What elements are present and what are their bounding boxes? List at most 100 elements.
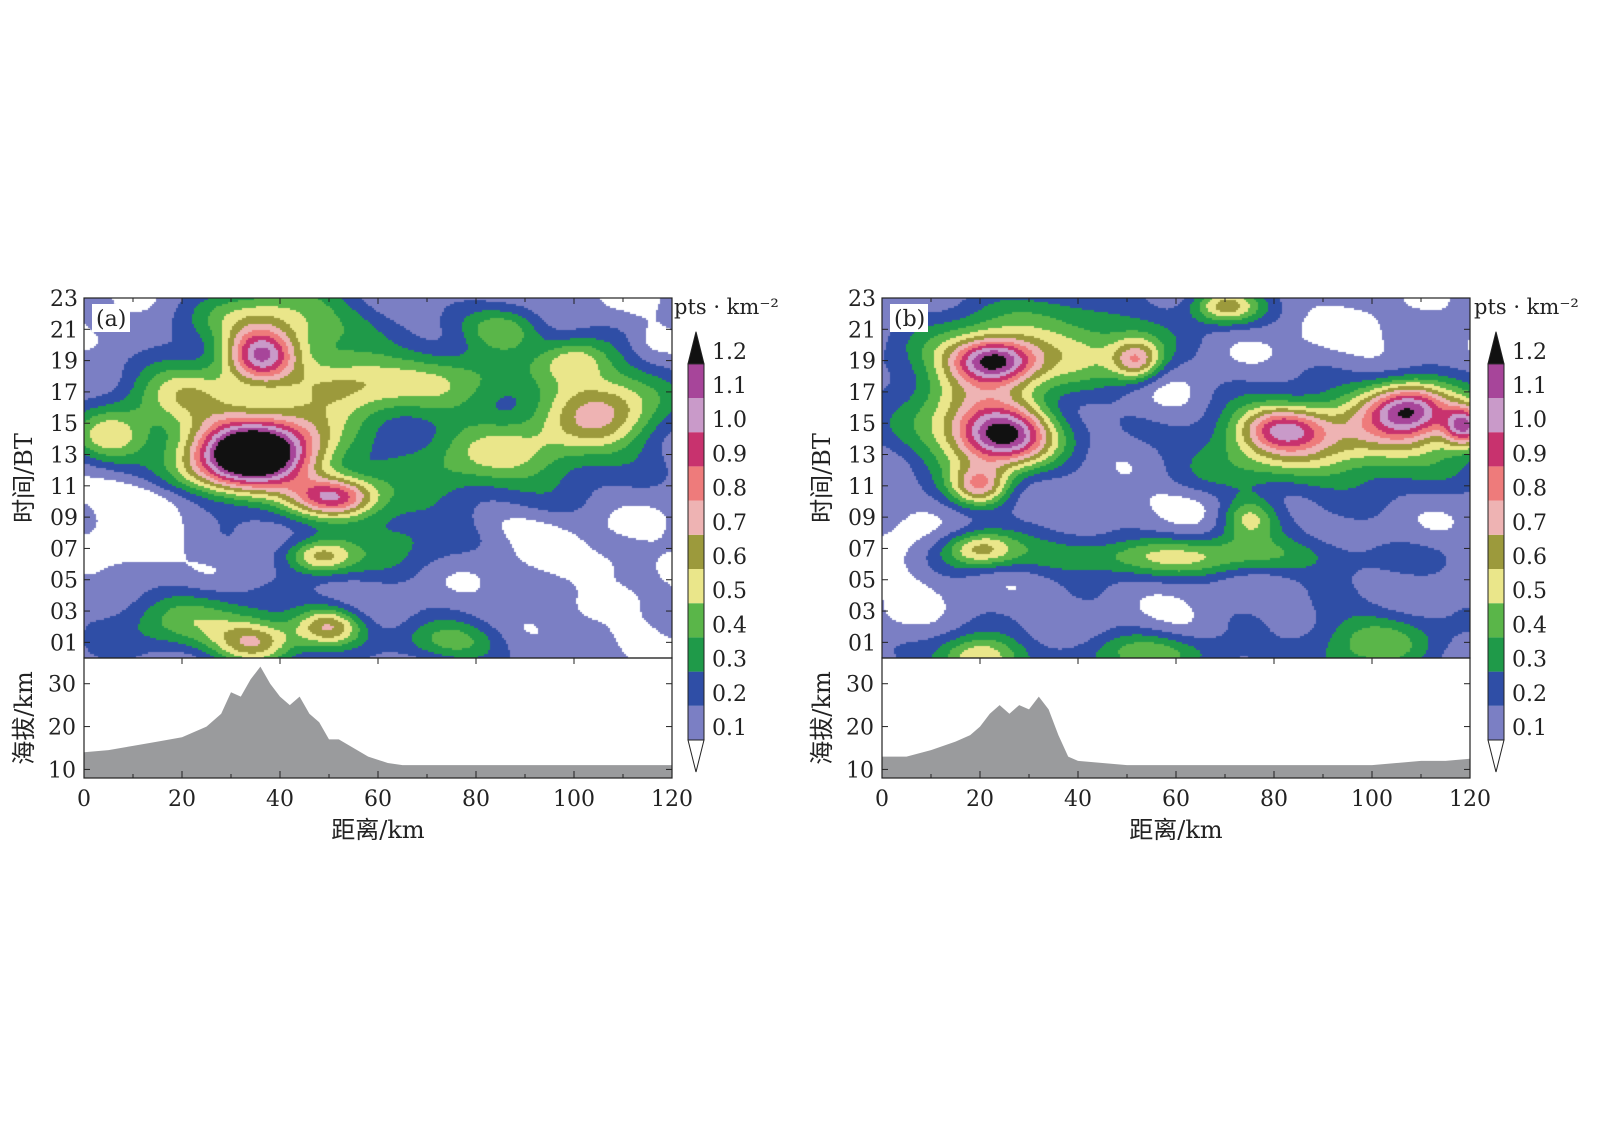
x-tick-label: 20 <box>168 787 196 812</box>
colorbar-label: 0.4 <box>712 613 747 638</box>
panel-label-box <box>92 304 130 332</box>
panel-b: (b) 01 03 05 07 09 11 13 15 17 19 21 23 时间/BT 10 20 30 海拔… <box>808 287 1579 844</box>
colorbar-label: 0.6 <box>712 545 747 570</box>
colorbar-label: 0.1 <box>712 716 747 741</box>
colorbar-segment <box>688 569 704 604</box>
time-tick-label: 23 <box>50 287 78 312</box>
colorbar-label: 0.9 <box>712 442 747 467</box>
elevation-axis-label: 海拔/km <box>808 671 836 765</box>
x-tick-label: 100 <box>553 787 595 812</box>
x-tick-label: 80 <box>1260 787 1288 812</box>
colorbar-unit: pts · km⁻² <box>674 295 779 319</box>
x-tick-label: 20 <box>966 787 994 812</box>
colorbar-segment <box>1488 637 1504 672</box>
x-tick-label: 60 <box>364 787 392 812</box>
elev-tick-label: 20 <box>846 716 874 741</box>
colorbar-label: 0.6 <box>1512 545 1547 570</box>
colorbar-high-extension <box>687 331 705 365</box>
colorbar-label: 0.5 <box>712 579 747 604</box>
time-tick-label: 17 <box>50 381 78 406</box>
time-tick-label: 05 <box>848 569 876 594</box>
colorbar-segment <box>1488 569 1504 604</box>
panel-a: (a) 01 03 05 07 09 11 13 15 17 19 21 23 时间/BT 10 20 30 海拔… <box>10 287 779 844</box>
time-tick-label: 05 <box>50 569 78 594</box>
colorbar-label: 1.0 <box>1512 408 1547 433</box>
x-tick-label: 40 <box>1064 787 1092 812</box>
colorbar-label: 0.5 <box>1512 579 1547 604</box>
time-tick-label: 03 <box>50 600 78 625</box>
x-axis-label: 距离/km <box>331 816 425 844</box>
x-tick-label: 120 <box>1449 787 1491 812</box>
terrain-profile <box>882 696 1470 778</box>
colorbar-label: 0.2 <box>712 682 747 707</box>
colorbar-segment <box>1488 398 1504 433</box>
colorbar-label: 0.8 <box>1512 477 1547 502</box>
colorbar-label: 1.1 <box>712 374 747 399</box>
elev-tick-label: 10 <box>846 758 874 783</box>
elev-tick-label: 30 <box>846 673 874 698</box>
x-tick-label: 0 <box>875 787 889 812</box>
panel-label: (a) <box>96 307 126 332</box>
x-tick-label: 60 <box>1162 787 1190 812</box>
colorbar-segment <box>688 398 704 433</box>
colorbar-segment <box>1488 603 1504 638</box>
colorbar-label: 0.1 <box>1512 716 1547 741</box>
time-tick-label: 15 <box>848 412 876 437</box>
time-tick-label: 21 <box>50 318 78 343</box>
colorbar-label: 0.2 <box>1512 682 1547 707</box>
colorbar-label: 1.2 <box>1512 340 1547 365</box>
colorbar-frame <box>1487 363 1505 741</box>
colorbar-segment <box>1488 466 1504 501</box>
colorbar-label: 0.4 <box>1512 613 1547 638</box>
time-axis-label: 时间/BT <box>10 433 38 523</box>
colorbar-segment <box>1488 705 1504 740</box>
terrain-profile <box>84 666 672 778</box>
time-tick-label: 07 <box>848 537 876 562</box>
colorbar-segment <box>688 466 704 501</box>
colorbar-label: 0.9 <box>1512 442 1547 467</box>
x-tick-label: 40 <box>266 787 294 812</box>
colorbar-segment <box>688 705 704 740</box>
elev-tick-label: 10 <box>48 758 76 783</box>
elev-tick-label: 20 <box>48 716 76 741</box>
x-axis-label: 距离/km <box>1129 816 1223 844</box>
x-tick-label: 0 <box>77 787 91 812</box>
time-tick-label: 01 <box>50 631 78 656</box>
colorbar-label: 0.3 <box>1512 648 1547 673</box>
colorbar-label: 0.7 <box>712 511 747 536</box>
time-tick-label: 09 <box>50 506 78 531</box>
colorbar-frame <box>687 363 705 741</box>
time-tick-label: 11 <box>848 475 876 500</box>
colorbar-label: 0.7 <box>1512 511 1547 536</box>
time-tick-label: 11 <box>50 475 78 500</box>
time-tick-label: 13 <box>50 444 78 469</box>
density-field <box>882 298 1470 658</box>
x-tick-label: 100 <box>1351 787 1393 812</box>
colorbar-label: 1.0 <box>712 408 747 433</box>
colorbar-unit: pts · km⁻² <box>1474 295 1579 319</box>
colorbar-segment <box>1488 432 1504 467</box>
colorbar-high-extension <box>1487 331 1505 365</box>
time-tick-label: 15 <box>50 412 78 437</box>
time-axis-label: 时间/BT <box>808 433 836 523</box>
colorbar-segment <box>688 637 704 672</box>
time-tick-label: 23 <box>848 287 876 312</box>
elevation-axis-label: 海拔/km <box>10 671 38 765</box>
colorbar-segment <box>1488 500 1504 535</box>
colorbar-segment <box>688 363 704 398</box>
colorbar-label: 0.8 <box>712 477 747 502</box>
colorbar-segment <box>1488 534 1504 569</box>
colorbar-segment <box>688 671 704 706</box>
time-tick-label: 03 <box>848 600 876 625</box>
colorbar-segment <box>688 534 704 569</box>
panel-label-box <box>890 304 928 332</box>
colorbar-label: 1.2 <box>712 340 747 365</box>
time-tick-label: 01 <box>848 631 876 656</box>
time-tick-label: 07 <box>50 537 78 562</box>
time-tick-label: 13 <box>848 444 876 469</box>
colorbar-low-extension <box>1487 739 1505 773</box>
colorbar-segment <box>688 500 704 535</box>
time-tick-label: 17 <box>848 381 876 406</box>
colorbar-label: 0.3 <box>712 648 747 673</box>
